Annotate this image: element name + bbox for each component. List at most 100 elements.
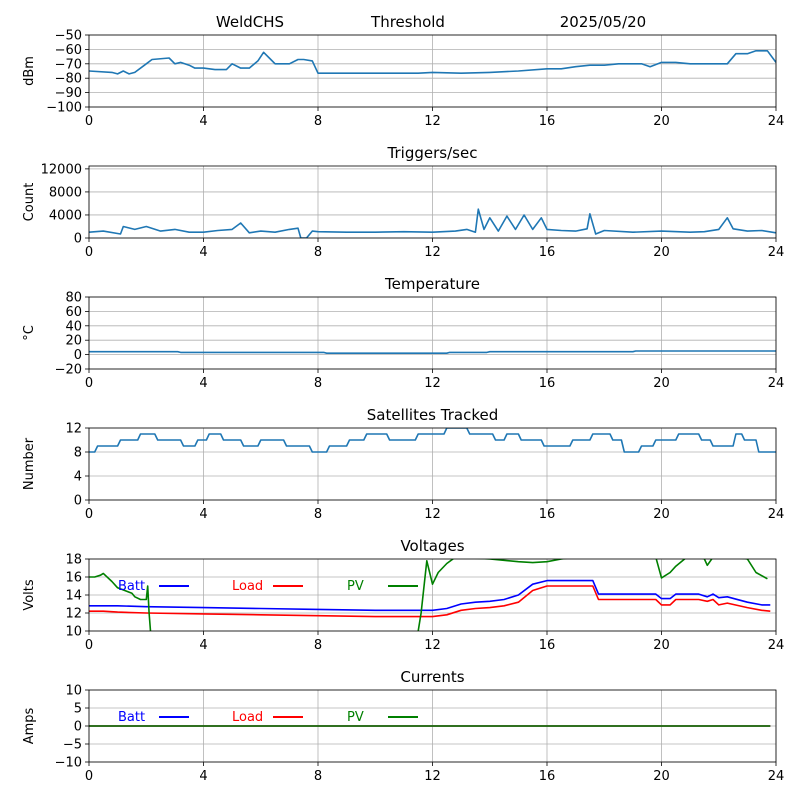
series-line-1 [89,208,776,238]
chart-panel-2: 0 4 8 12 16 20 24 0 4000 8000 12000 Triggers/sec Cou… [22,144,784,260]
y-tick-label: −50 [55,29,82,44]
y-tick-label: 5 [74,702,82,717]
y-tick-label: 0 [74,494,82,509]
series-line-pv [89,559,768,631]
plot-frame [88,165,777,239]
series-line-1 [89,350,776,355]
x-tick-label: 24 [768,376,785,391]
y-tick-label: 10 [65,625,82,640]
plot-frame [88,296,777,370]
x-tick-label: 8 [314,245,322,260]
x-tick-label: 16 [539,769,556,784]
header-date: 2025/05/20 [560,13,646,31]
x-tick-label: 12 [424,376,441,391]
y-tick-label: 0 [74,232,82,247]
x-tick-label: 12 [424,507,441,522]
x-tick-label: 8 [314,376,322,391]
y-tick-label: −80 [55,72,82,87]
x-tick-label: 4 [199,114,207,129]
y-axis-label: Count [22,183,37,222]
y-tick-label: 60 [65,305,82,320]
x-tick-label: 16 [539,376,556,391]
y-tick-label: −70 [55,57,82,72]
y-axis-label: °C [22,325,37,341]
series-group [89,208,776,238]
chart-title: Voltages [400,537,464,555]
x-tick-label: 20 [653,245,670,260]
series-line-batt [89,579,771,612]
y-tick-label: −10 [55,756,82,771]
legend-label-pv: PV [347,579,364,594]
y-tick-label: 10 [65,684,82,699]
x-tick-label: 16 [539,638,556,653]
y-tick-label: 4000 [49,208,82,223]
x-tick-label: 12 [424,638,441,653]
y-tick-label: 0 [74,348,82,363]
y-tick-label: 80 [65,291,82,306]
y-tick-label: 8 [74,446,82,461]
x-tick-label: 4 [199,245,207,260]
x-tick-label: 20 [653,769,670,784]
y-tick-label: 8000 [49,185,82,200]
x-tick-label: 0 [85,507,93,522]
series-line-1 [89,49,776,75]
chart-title: Temperature [384,275,480,293]
header-mode: Threshold [370,13,445,31]
y-axis-label: dBm [22,56,37,86]
series-group [89,49,776,75]
x-tick-label: 20 [653,114,670,129]
chart-title: Triggers/sec [387,144,478,162]
x-tick-label: 12 [424,245,441,260]
series-group [89,428,776,453]
x-tick-label: 20 [653,507,670,522]
series-line-1 [89,428,776,453]
y-tick-label: −60 [55,43,82,58]
chart-panel-6: 0 4 8 12 16 20 24 −10 −5 0 5 10 Currents Amps Batt Load… [22,668,784,784]
x-tick-label: 4 [199,376,207,391]
y-tick-label: −90 [55,86,82,101]
x-tick-label: 4 [199,769,207,784]
series-group [89,350,776,355]
legend-label-load: Load [232,579,263,594]
chart-panel-1: 0 4 8 12 16 20 24 −100−90−80−70−60−50 dBm [22,29,784,130]
series-group [89,559,771,631]
x-tick-label: 8 [314,114,322,129]
x-tick-label: 8 [314,507,322,522]
legend-label-load: Load [232,710,263,725]
x-tick-label: 12 [424,114,441,129]
x-tick-label: 0 [85,114,93,129]
x-tick-label: 12 [424,769,441,784]
x-tick-label: 4 [199,638,207,653]
plot-frame [88,427,777,501]
y-tick-label: −5 [63,738,82,753]
legend-label-batt: Batt [118,710,145,725]
y-tick-label: 0 [74,720,82,735]
y-tick-label: 18 [65,553,82,568]
y-tick-label: 12 [65,607,82,622]
legend-label-batt: Batt [118,579,145,594]
chart-title: Satellites Tracked [367,406,498,424]
y-axis-label: Number [22,437,37,490]
y-axis-label: Amps [22,707,37,744]
x-tick-label: 16 [539,245,556,260]
header-station: WeldCHS [216,13,284,31]
y-tick-label: 12000 [41,162,82,177]
chart-panel-5: 0 4 8 12 16 20 24 10 12 14 16 18 Voltages Volts Batt Lo… [22,537,784,653]
y-axis-label: Volts [22,579,37,611]
y-tick-label: 16 [65,571,82,586]
x-tick-label: 24 [768,638,785,653]
chart-title: Currents [400,668,464,686]
plot-frame [88,34,777,108]
x-tick-label: 24 [768,769,785,784]
y-tick-label: −20 [55,363,82,378]
y-tick-label: 4 [74,470,82,485]
x-tick-label: 0 [85,245,93,260]
x-tick-label: 20 [653,376,670,391]
y-tick-label: 20 [65,334,82,349]
chart-panel-4: 0 4 8 12 16 20 24 0 4 8 12 Satellites Tracked Number [22,406,784,522]
legend-label-pv: PV [347,710,364,725]
x-tick-label: 8 [314,638,322,653]
